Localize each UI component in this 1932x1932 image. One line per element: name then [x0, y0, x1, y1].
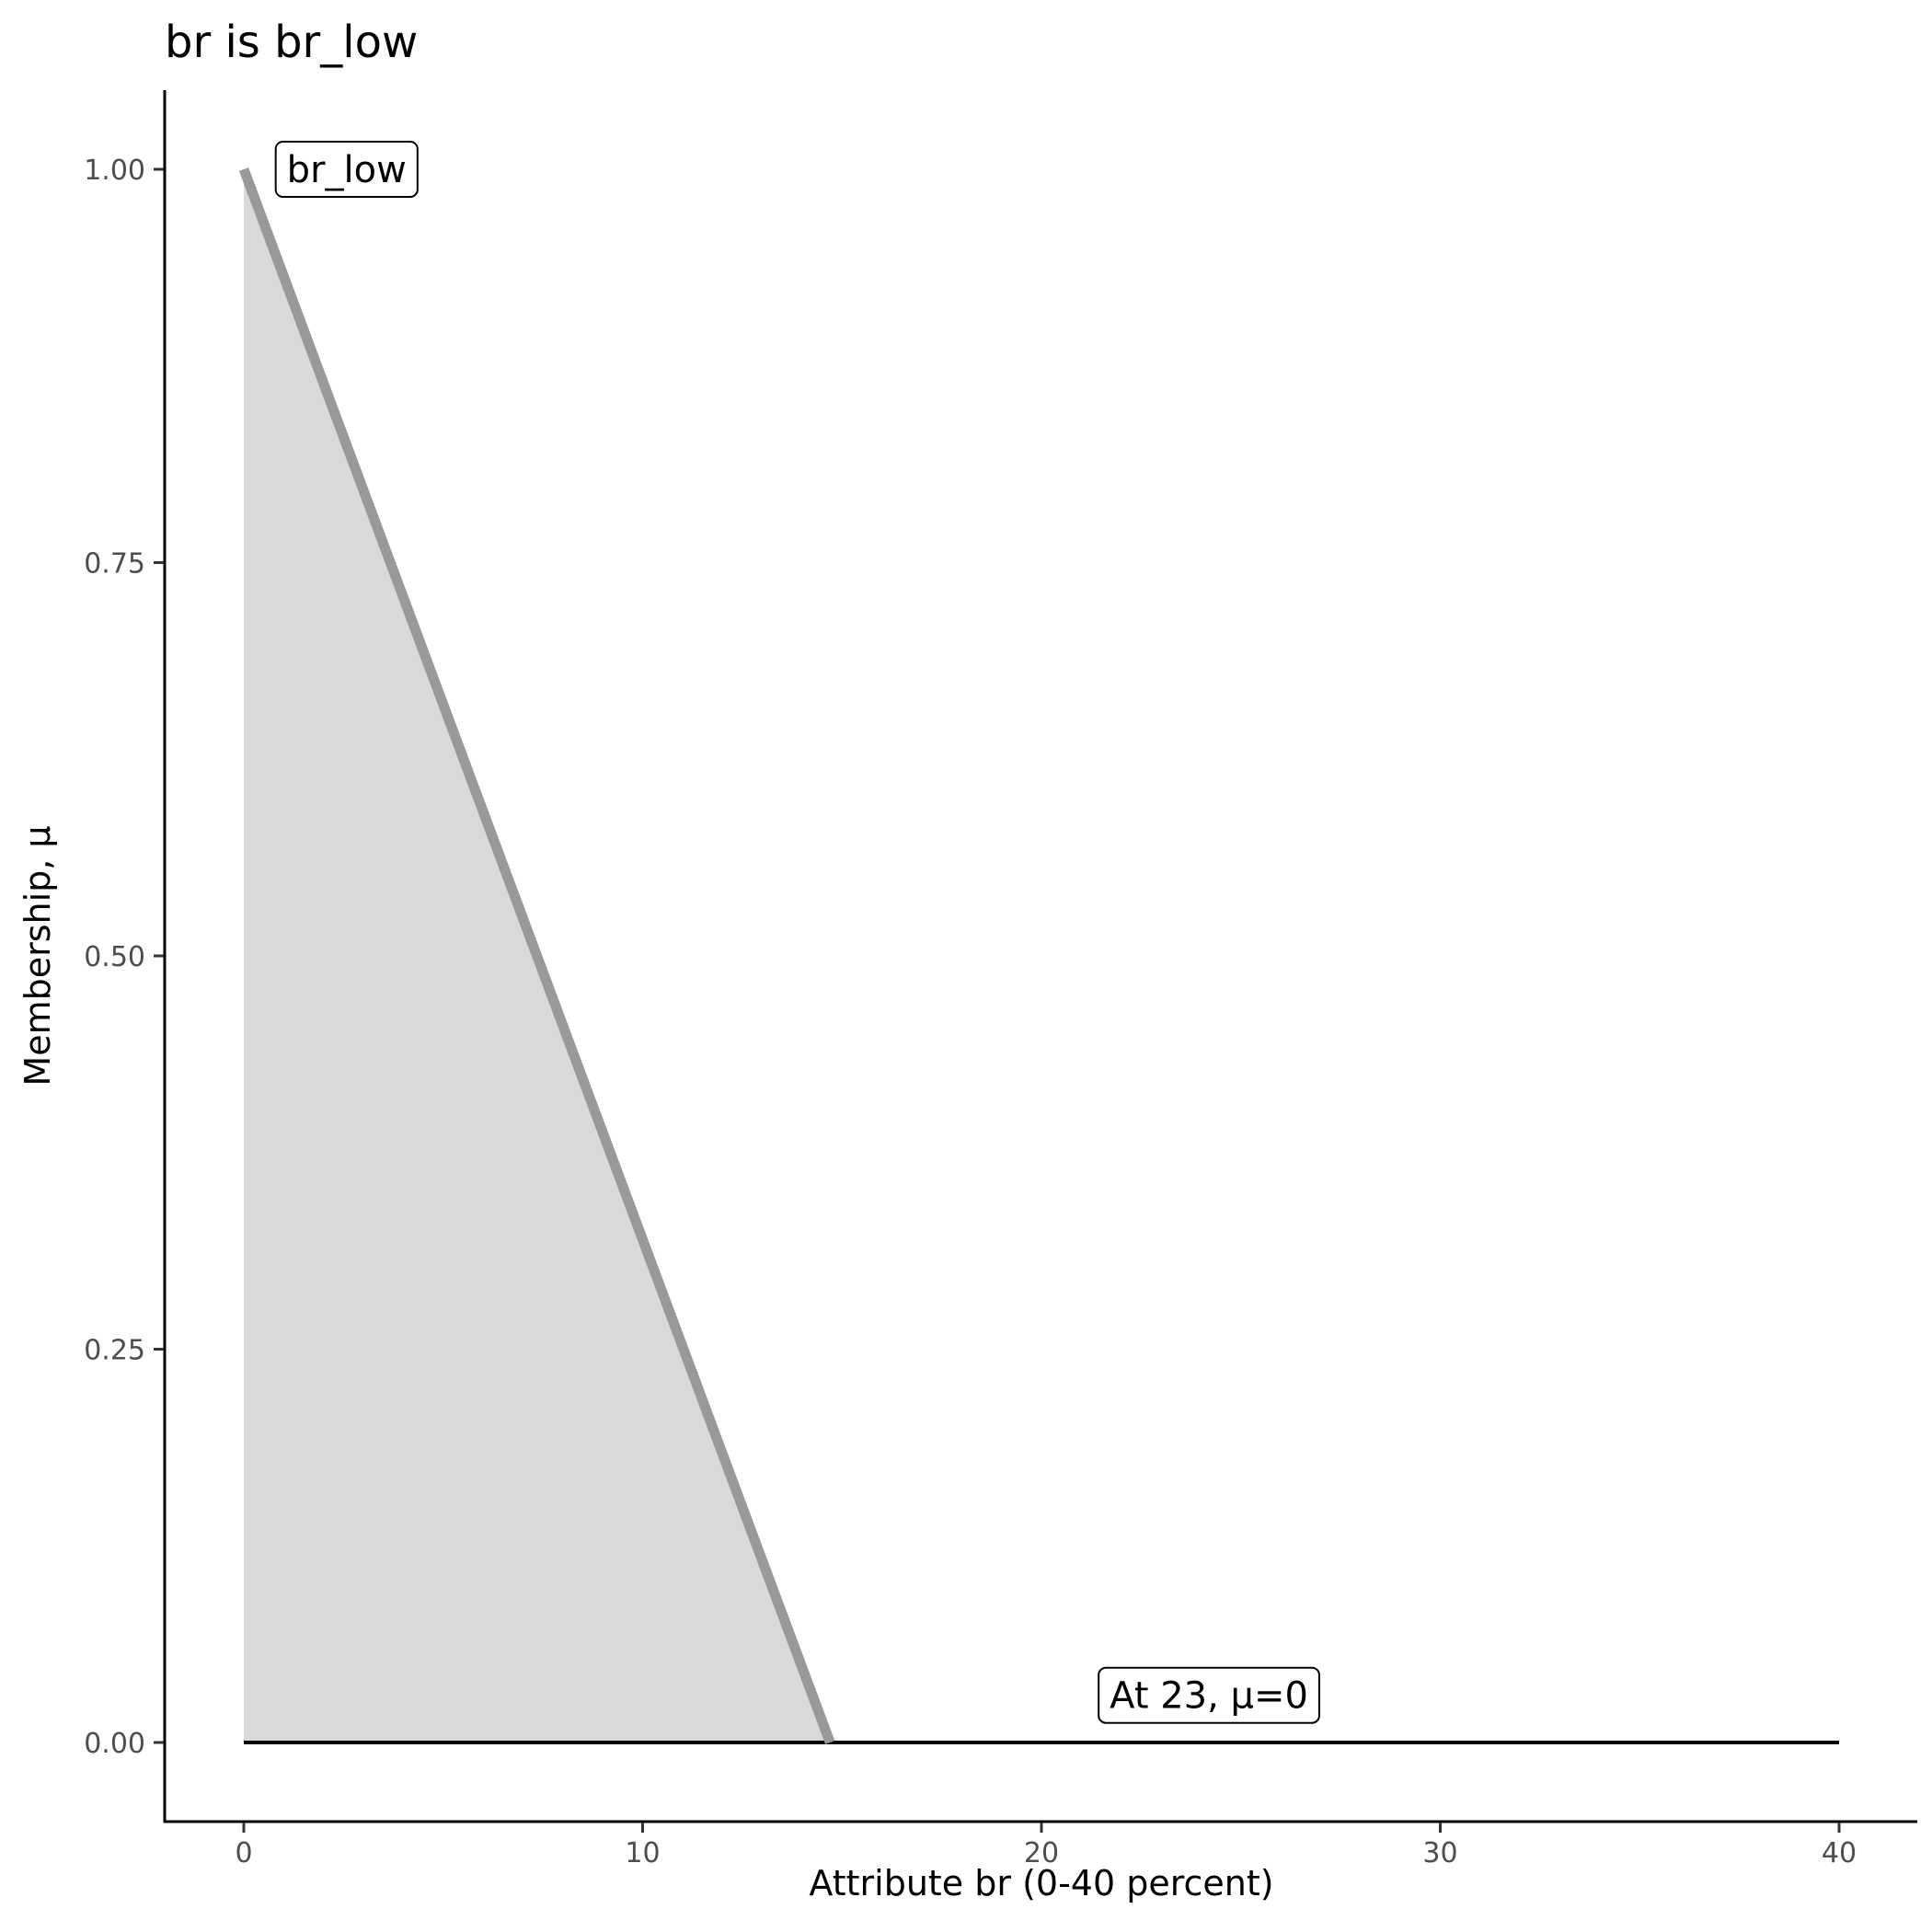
x-tick-label: 0 [235, 1837, 252, 1869]
x-tick-label: 20 [1024, 1837, 1059, 1869]
y-tick-label: 1.00 [84, 155, 145, 187]
y-tick-label: 0.00 [84, 1728, 145, 1760]
y-axis-title: Membership, μ [17, 825, 58, 1086]
x-tick-label: 30 [1422, 1837, 1457, 1869]
annotation-text: br_low [287, 149, 407, 191]
y-tick-label: 0.75 [84, 548, 145, 581]
x-tick-label: 40 [1822, 1837, 1857, 1869]
y-tick-label: 0.50 [84, 941, 145, 973]
y-tick-label: 0.25 [84, 1335, 145, 1367]
x-tick-label: 10 [625, 1837, 660, 1869]
x-axis-title: Attribute br (0-40 percent) [809, 1863, 1273, 1903]
annotation-box [274, 141, 419, 198]
annotation-text: At 23, μ=0 [1110, 1675, 1308, 1718]
series-line-br_low [238, 167, 835, 1744]
annotation-box [1098, 1666, 1320, 1724]
chart-title: br is br_low [165, 17, 418, 68]
annotation-label: At 23, μ=0 [1098, 1666, 1320, 1724]
annotation-label: br_low [274, 141, 419, 198]
